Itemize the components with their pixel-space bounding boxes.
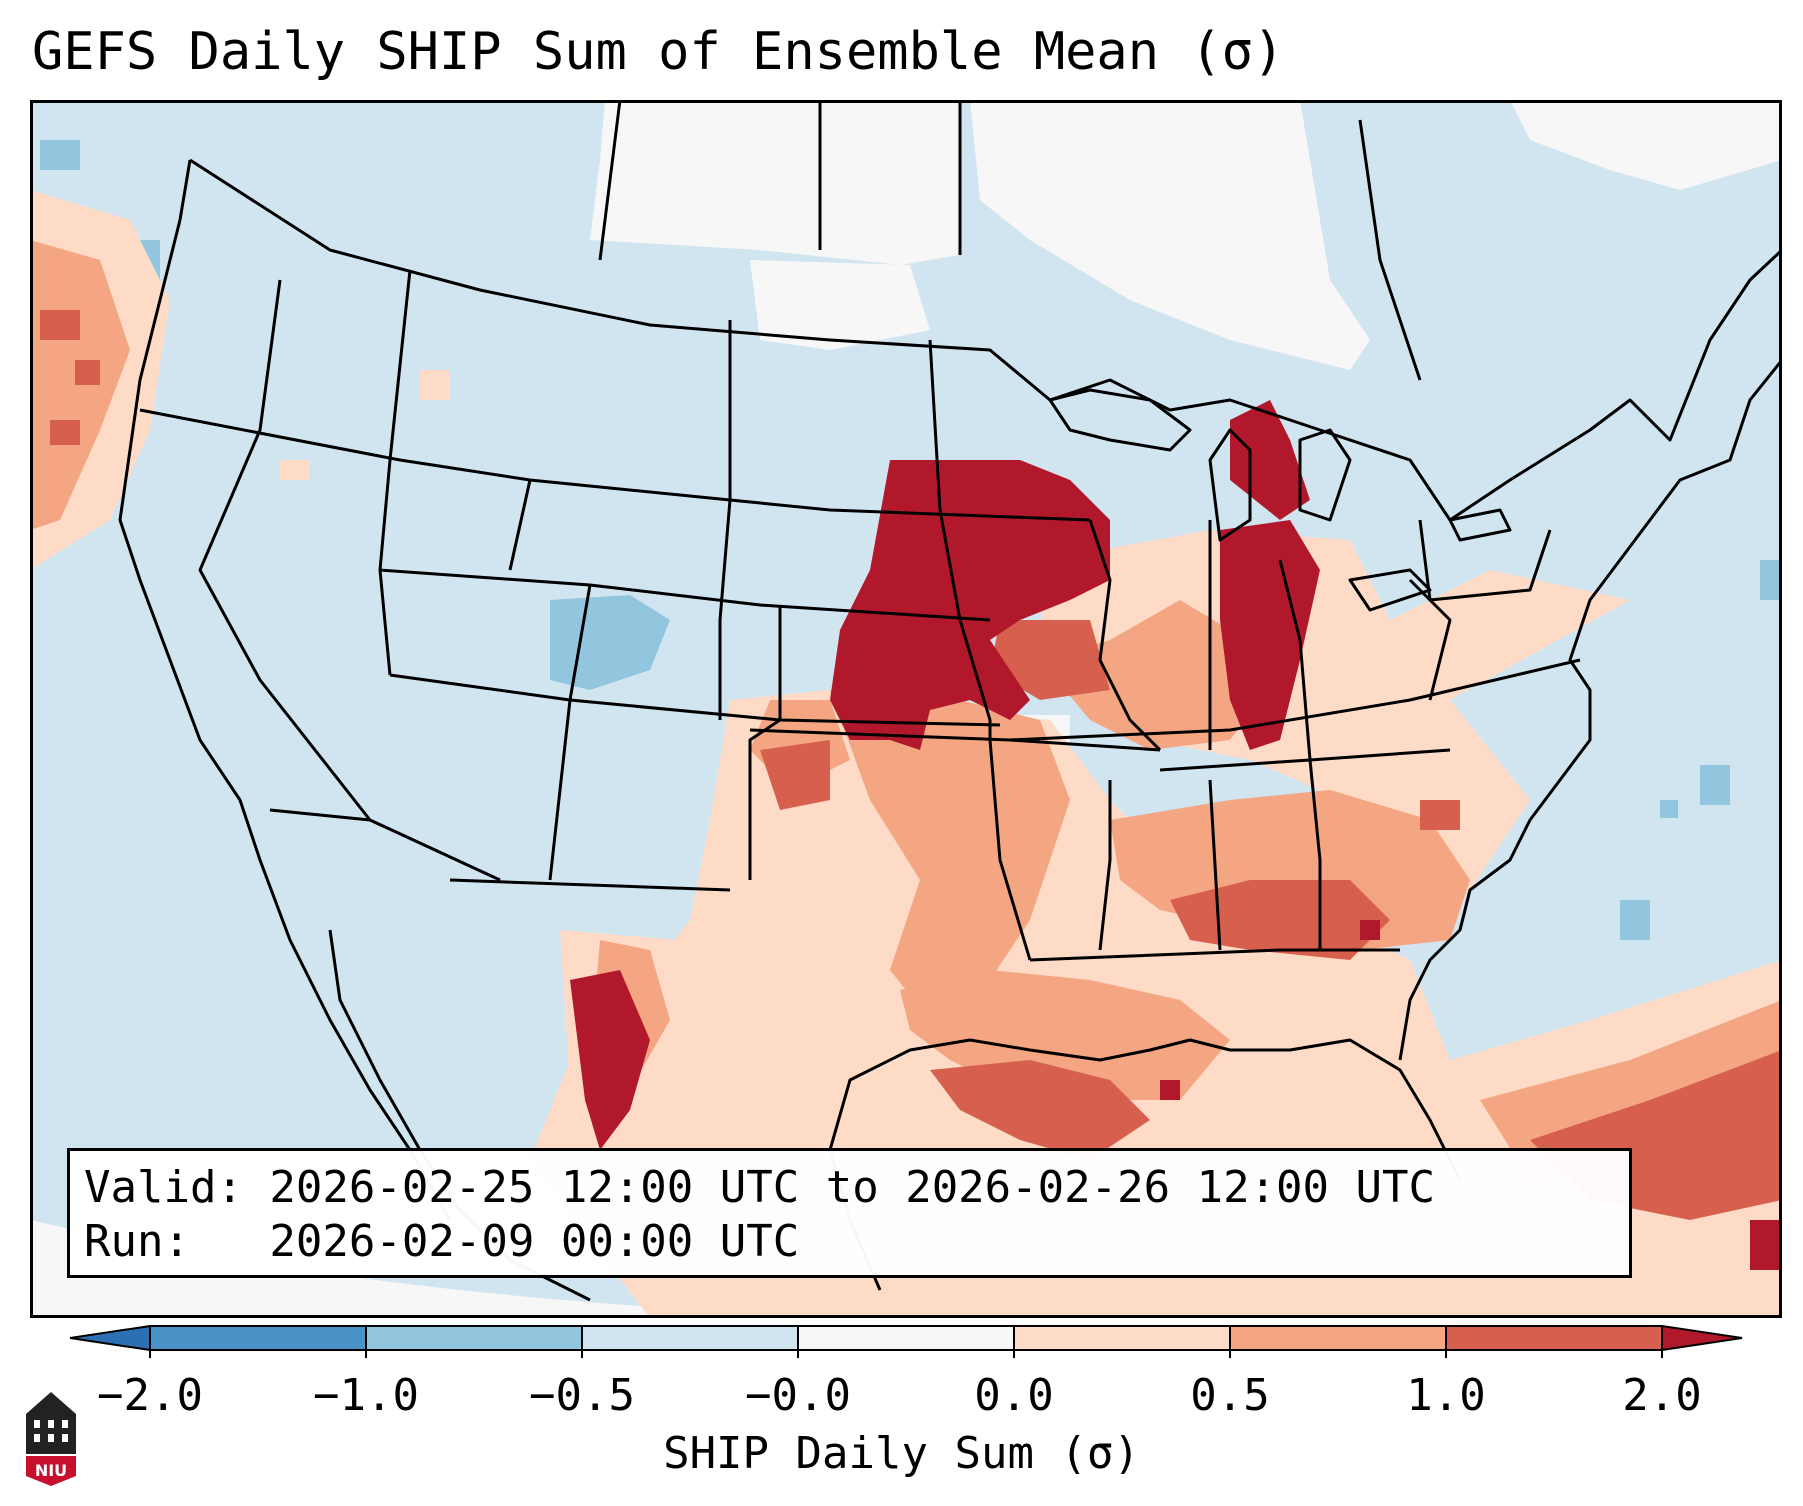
valid-time: Valid: 2026-02-25 12:00 UTC to 2026-02-2… (84, 1162, 1436, 1213)
colorbar-segment (1014, 1326, 1230, 1350)
colorbar-segment (1230, 1326, 1446, 1350)
colorbar-tick-label: 2.0 (1622, 1370, 1702, 1421)
colorbar-tick-label: 0.0 (974, 1370, 1054, 1421)
colorbar-tick-label: −2.0 (97, 1370, 203, 1421)
colorbar-title: SHIP Daily Sum (σ) (663, 1428, 1140, 1479)
map-title: GEFS Daily SHIP Sum of Ensemble Mean (σ) (32, 22, 1285, 82)
colorbar-tick-label: −0.5 (529, 1370, 635, 1421)
colorbar-segment (366, 1326, 582, 1350)
colorbar (70, 1325, 1743, 1358)
colorbar-segment (1446, 1326, 1662, 1350)
colorbar-segment (582, 1326, 798, 1350)
ship-map (30, 100, 1782, 1318)
colorbar-tick-label: 1.0 (1406, 1370, 1486, 1421)
info-box: Valid: 2026-02-25 12:00 UTC to 2026-02-2… (67, 1148, 1632, 1278)
niu-logo: NIU (26, 1392, 76, 1486)
run-time: Run: 2026-02-09 00:00 UTC (84, 1216, 800, 1267)
colorbar-extend-high (1662, 1326, 1742, 1350)
field-extreme-positive (570, 400, 1782, 1270)
colorbar-tick-label: −0.0 (745, 1370, 851, 1421)
field-far-south (30, 1220, 930, 1318)
colorbar-segment (150, 1326, 366, 1350)
field-negative (40, 140, 1782, 940)
colorbar-extend-low (70, 1326, 150, 1350)
colorbar-tick-label: 0.5 (1190, 1370, 1270, 1421)
colorbar-tick-label: −1.0 (313, 1370, 419, 1421)
map-frame (30, 100, 1782, 1318)
colorbar-segment (798, 1326, 1014, 1350)
svg-text:NIU: NIU (35, 1461, 67, 1480)
